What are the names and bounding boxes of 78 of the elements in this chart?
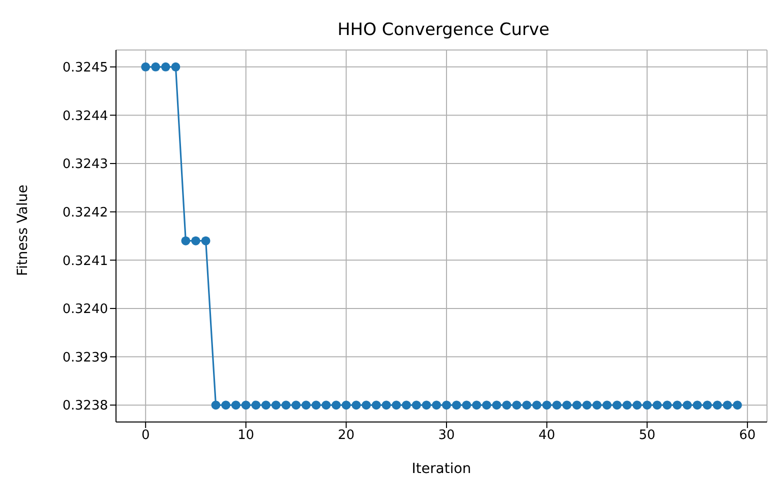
y-tick-label: 0.3243 xyxy=(62,157,108,172)
x-tick-label: 30 xyxy=(438,428,455,444)
point xyxy=(382,400,391,410)
y-tick-label: 0.3242 xyxy=(62,205,108,220)
point xyxy=(292,400,301,410)
point xyxy=(191,236,200,246)
point xyxy=(572,400,582,410)
point xyxy=(402,400,411,410)
point xyxy=(642,400,652,410)
point xyxy=(622,400,632,410)
point xyxy=(472,400,482,410)
y-tick-label: 0.3238 xyxy=(62,398,108,414)
point xyxy=(211,400,220,410)
chart-title: HHO Convergence Curve xyxy=(336,20,550,40)
point xyxy=(251,400,260,410)
point xyxy=(141,62,150,72)
y-tick-label: 0.3245 xyxy=(62,60,108,76)
y-tick-label: 0.3241 xyxy=(62,254,108,269)
point xyxy=(171,62,180,72)
x-tick-label: 20 xyxy=(338,428,354,444)
x-tick-label: 60 xyxy=(739,428,756,444)
x-tick-label: 50 xyxy=(638,428,656,444)
point xyxy=(362,400,371,410)
point xyxy=(452,400,462,410)
point xyxy=(302,400,311,410)
x-tick-label: 10 xyxy=(238,428,254,444)
y-tick-label: 0.3244 xyxy=(62,108,108,124)
y-tick-label: 0.3240 xyxy=(62,302,108,318)
point xyxy=(632,400,642,410)
point xyxy=(542,400,552,410)
point xyxy=(442,400,452,410)
point xyxy=(282,400,291,410)
point xyxy=(372,400,381,410)
y-axis-title: Fitness Value xyxy=(14,184,31,276)
point xyxy=(672,400,682,410)
point xyxy=(702,400,712,410)
point xyxy=(562,400,572,410)
point xyxy=(352,400,361,410)
point xyxy=(422,400,431,410)
point xyxy=(271,400,280,410)
point xyxy=(732,400,742,410)
point xyxy=(181,236,190,246)
point xyxy=(712,400,722,410)
point xyxy=(502,400,512,410)
point xyxy=(662,400,672,410)
point xyxy=(462,400,472,410)
point xyxy=(602,400,612,410)
point xyxy=(492,400,502,410)
point xyxy=(592,400,602,410)
point xyxy=(151,62,160,72)
x-tick-label: 40 xyxy=(538,428,556,444)
point xyxy=(322,400,331,410)
point xyxy=(231,400,240,410)
point xyxy=(332,400,341,410)
point xyxy=(512,400,522,410)
x-tick-label: 0 xyxy=(141,428,150,444)
point xyxy=(692,400,702,410)
point xyxy=(652,400,662,410)
point xyxy=(612,400,622,410)
point xyxy=(241,400,250,410)
y-tick-label: 0.3239 xyxy=(62,350,108,366)
point xyxy=(432,400,441,410)
point xyxy=(682,400,692,410)
point xyxy=(532,400,542,410)
point xyxy=(392,400,401,410)
point xyxy=(201,236,210,246)
point xyxy=(522,400,532,410)
point xyxy=(412,400,421,410)
point xyxy=(221,400,230,410)
point xyxy=(161,62,170,72)
point xyxy=(582,400,592,410)
point xyxy=(342,400,351,410)
point xyxy=(722,400,732,410)
point xyxy=(261,400,270,410)
point xyxy=(482,400,492,410)
point xyxy=(552,400,562,410)
x-axis-title: Iteration xyxy=(412,461,472,477)
point xyxy=(312,400,321,410)
